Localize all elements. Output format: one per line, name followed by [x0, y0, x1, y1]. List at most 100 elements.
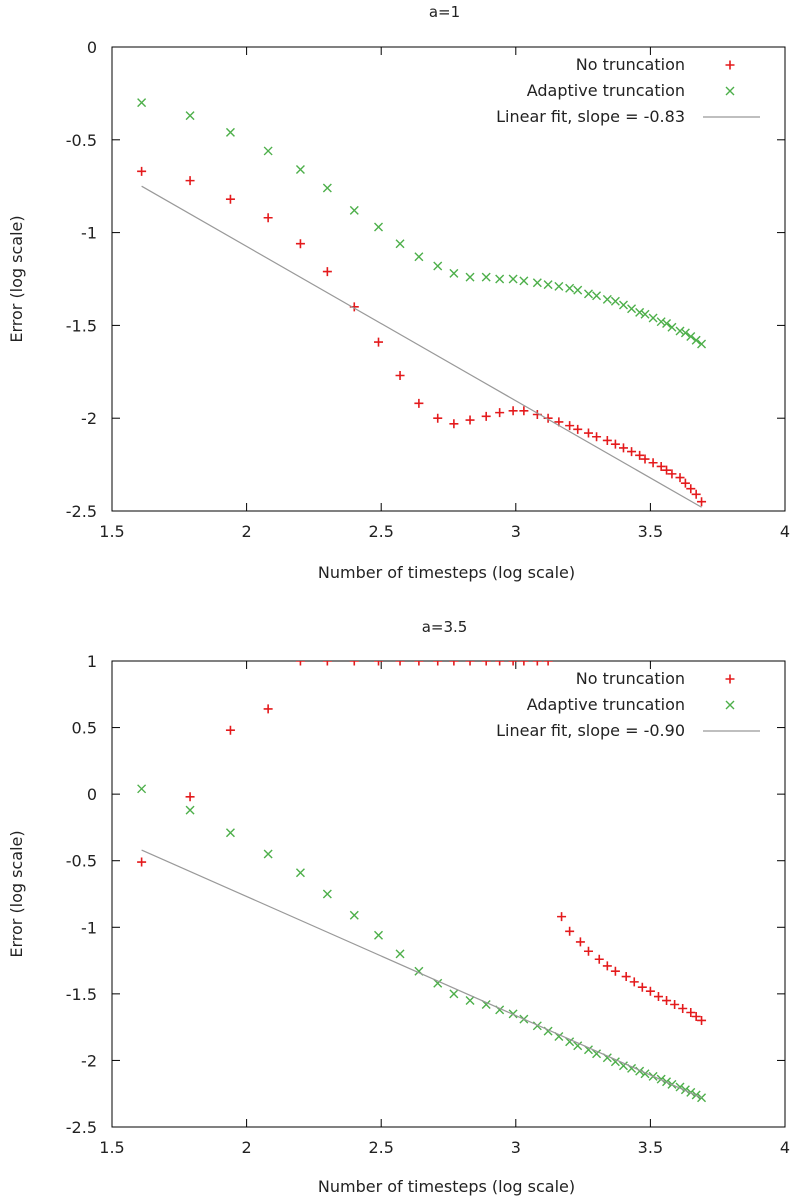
- plot-2-series-2-point: [433, 978, 443, 988]
- plot-1-frame: [111, 46, 786, 512]
- plot-1-y-axis-label: Error (log scale): [7, 215, 26, 342]
- plot-1-series-2-point: [635, 307, 645, 317]
- plot-2-series-2-point: [565, 1037, 575, 1047]
- plot-2-x-axis-label: Number of timesteps (log scale): [318, 1177, 575, 1196]
- plot-2: 1.5 2 2.5 3 3.5 4 1 0.5 0 -0.5 -1 -1.5 -2 -2.5 a=3.5 Nu…: [7, 618, 790, 1196]
- plot-1-series-1-point: [495, 408, 505, 418]
- plot-2-series-1-point: [670, 1000, 680, 1010]
- plot-1-ytick-label: 0: [87, 38, 97, 57]
- plot-2-series-2-point: [449, 989, 459, 999]
- plot-2-series-1-point: [629, 977, 639, 987]
- plot-1-series-2-point: [627, 304, 637, 314]
- plot-1-series-2-point: [686, 332, 696, 342]
- plot-1-series-1-point: [465, 415, 475, 425]
- plot-2-legend: No truncation Adaptive truncation Linear f…: [496, 669, 760, 740]
- plot-2-series-2-point: [185, 805, 195, 815]
- plot-1-series-2-point: [508, 274, 518, 284]
- plot-1-series-2-point: [349, 205, 359, 215]
- plot-1-ytick-label: -2: [81, 409, 97, 428]
- plot-2-series-2-point: [465, 996, 475, 1006]
- plot-2-series-1-point: [263, 704, 273, 714]
- plot-1-legend-label-2: Adaptive truncation: [527, 81, 685, 100]
- plot-2-ytick-label: -1: [81, 918, 97, 937]
- plot-1-legend: No truncation Adaptive truncation Linear f…: [496, 55, 760, 126]
- plot-2-series-1-point: [532, 661, 542, 666]
- plot-2-series-1-point: [594, 954, 604, 964]
- plot-1-ytick-label: -1: [81, 224, 97, 243]
- plot-1-series-2-point: [667, 322, 677, 332]
- plot-1-series-2-point: [263, 146, 273, 156]
- plot-1-series-1-point: [414, 398, 424, 408]
- plot-1-series-2-point: [449, 268, 459, 278]
- plot-1-series-2-point: [185, 111, 195, 121]
- plot-1-series-1-point: [263, 213, 273, 223]
- plot-2-series-1-point: [295, 661, 305, 666]
- plot-2-title: a=3.5: [422, 618, 468, 636]
- plot-1-series-1-point: [635, 450, 645, 460]
- plot-1-xtick-label: 2: [242, 522, 252, 541]
- plot-2-series-1-point: [565, 926, 575, 936]
- plot-1-series-1-point: [691, 489, 701, 499]
- plot-2-legend-marker-1: [725, 674, 735, 684]
- plot-2-ytick-label: -1.5: [66, 985, 97, 1004]
- plot-1-series-2-point: [662, 319, 672, 329]
- plot-2-series-2-point: [137, 784, 147, 794]
- plot-2-series-1-point: [481, 661, 491, 666]
- plot-1-series-1-point: [481, 411, 491, 421]
- plot-2-series-1-point: [465, 661, 475, 666]
- plot-2-series-1-point: [610, 966, 620, 976]
- plot-2-series-1-point: [621, 972, 631, 982]
- plot-2-ytick-label: -0.5: [66, 852, 97, 871]
- plot-2-series-1-point: [575, 937, 585, 947]
- plot-1-series-2-point: [374, 222, 384, 232]
- plot-1-series-2-point: [675, 326, 685, 336]
- plot-1-legend-marker-2: [725, 86, 735, 96]
- plot-2-series-2-point: [263, 849, 273, 859]
- plot-2-series-2-point: [225, 828, 235, 838]
- plot-2-series-1-point: [185, 792, 195, 802]
- plot-2-series-1-point: [449, 661, 459, 666]
- plot-1-ytick-label: -1.5: [66, 316, 97, 335]
- plot-2-series-1-point: [519, 661, 529, 666]
- plot-2-ytick-label: 0.5: [72, 719, 97, 738]
- plot-1-series-2-point: [618, 300, 628, 310]
- plot-1-series-1-point: [662, 465, 672, 475]
- plot-2-series-1-point: [645, 986, 655, 996]
- plot-2-series-1-point: [686, 1008, 696, 1017]
- plot-2-series-2-point: [573, 1041, 583, 1051]
- plot-2-y-axis-label: Error (log scale): [7, 830, 26, 957]
- plot-2-frame: [111, 660, 786, 1128]
- plot-1-series-1-point: [433, 413, 443, 423]
- plot-2-legend-label-3: Linear fit, slope = -0.90: [496, 721, 685, 740]
- plot-2-series-layer: [137, 661, 707, 1103]
- plot-1-series-2-point: [322, 183, 332, 193]
- plot-2-legend-marker-2: [725, 700, 735, 710]
- plot-1-series-1-point: [565, 421, 575, 431]
- plot-1-legend-marker-1: [725, 60, 735, 70]
- plot-1-xtick-label: 4: [780, 522, 790, 541]
- plot-1-series-1-point: [395, 371, 405, 381]
- plot-2-series-1-point: [583, 946, 593, 956]
- plot-1-series-2-point: [532, 278, 542, 288]
- plot-2-series-1-point: [433, 661, 443, 666]
- plot-2-legend-label-1: No truncation: [576, 669, 685, 688]
- plot-2-series-1-point: [495, 661, 505, 666]
- plot-1-series-2-point: [465, 272, 475, 282]
- plot-2-series-1-point: [349, 661, 359, 666]
- plot-1-series-1-point: [519, 406, 529, 416]
- plot-1-series-1-point: [686, 484, 696, 494]
- plot-1-series-1-point: [602, 435, 612, 445]
- plot-2-series-1-point: [602, 961, 612, 971]
- plot-1-series-2-point: [697, 339, 707, 349]
- plot-2-series-1-point: [662, 996, 672, 1006]
- plot-1-series-1-point: [667, 469, 677, 479]
- plot-2-series-2-point: [349, 910, 359, 920]
- plot-2-series-1-point: [414, 661, 424, 666]
- plot-2-series-1-point: [225, 725, 235, 735]
- plot-1-series-3-fit-line: [141, 185, 702, 508]
- plot-1-series-1-point: [640, 454, 650, 464]
- plot-2-xtick-label: 3.5: [638, 1138, 663, 1157]
- plot-1-series-1-point: [680, 478, 690, 488]
- plot-2-series-2-point: [395, 949, 405, 959]
- plot-2-series-1-point: [691, 1011, 701, 1021]
